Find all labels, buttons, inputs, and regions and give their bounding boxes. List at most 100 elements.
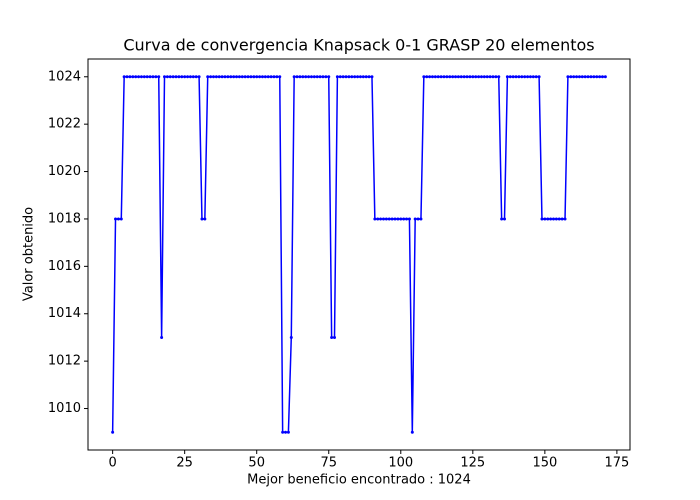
point xyxy=(586,75,590,79)
point xyxy=(442,75,446,79)
point xyxy=(142,75,146,79)
point xyxy=(246,75,250,79)
y-tick-label: 1014 xyxy=(48,306,81,321)
point xyxy=(523,75,527,79)
point xyxy=(160,335,164,339)
point xyxy=(165,75,169,79)
point xyxy=(286,430,290,434)
x-tick-label: 25 xyxy=(176,456,193,471)
point xyxy=(307,75,311,79)
point xyxy=(125,75,129,79)
chart-title: Curva de convergencia Knapsack 0-1 GRASP… xyxy=(123,36,594,55)
point xyxy=(436,75,440,79)
point xyxy=(139,75,143,79)
x-tick-label: 50 xyxy=(248,456,265,471)
point xyxy=(260,75,264,79)
y-tick-label: 1024 xyxy=(48,69,81,84)
x-tick-label: 0 xyxy=(108,456,116,471)
point xyxy=(237,75,241,79)
point xyxy=(551,217,555,221)
point xyxy=(209,75,213,79)
point xyxy=(321,75,325,79)
point xyxy=(410,430,414,434)
point xyxy=(243,75,247,79)
point xyxy=(266,75,270,79)
point xyxy=(430,75,434,79)
point xyxy=(186,75,190,79)
point xyxy=(298,75,302,79)
point xyxy=(289,335,293,339)
point xyxy=(445,75,449,79)
point xyxy=(468,75,472,79)
point xyxy=(577,75,581,79)
point xyxy=(557,217,561,221)
point xyxy=(295,75,299,79)
y-tick-label: 1018 xyxy=(48,211,81,226)
point xyxy=(252,75,256,79)
point xyxy=(511,75,515,79)
point xyxy=(583,75,587,79)
point xyxy=(356,75,360,79)
point xyxy=(505,75,509,79)
point xyxy=(177,75,181,79)
point xyxy=(223,75,227,79)
point xyxy=(183,75,187,79)
point xyxy=(540,217,544,221)
point xyxy=(462,75,466,79)
point xyxy=(494,75,498,79)
point xyxy=(235,75,239,79)
point xyxy=(258,75,262,79)
point xyxy=(191,75,195,79)
point xyxy=(122,75,126,79)
x-tick-label: 125 xyxy=(460,456,485,471)
point xyxy=(580,75,584,79)
point xyxy=(600,75,604,79)
point xyxy=(485,75,489,79)
point xyxy=(393,217,397,221)
point xyxy=(563,217,567,221)
point xyxy=(114,217,118,221)
point xyxy=(312,75,316,79)
point xyxy=(488,75,492,79)
point xyxy=(454,75,458,79)
point xyxy=(402,217,406,221)
y-tick-label: 1016 xyxy=(48,259,81,274)
point xyxy=(174,75,178,79)
point xyxy=(353,75,357,79)
point xyxy=(508,75,512,79)
point xyxy=(350,75,354,79)
point xyxy=(341,75,345,79)
x-tick-label: 75 xyxy=(320,456,337,471)
point xyxy=(459,75,463,79)
point xyxy=(526,75,530,79)
point xyxy=(425,75,429,79)
point xyxy=(497,75,501,79)
point xyxy=(364,75,368,79)
point xyxy=(370,75,374,79)
point xyxy=(384,217,388,221)
point xyxy=(145,75,149,79)
point xyxy=(318,75,322,79)
point xyxy=(128,75,132,79)
point xyxy=(358,75,362,79)
point xyxy=(528,75,532,79)
point xyxy=(188,75,192,79)
point xyxy=(284,430,288,434)
y-axis-label: Valor obtenido xyxy=(22,207,37,301)
point xyxy=(482,75,486,79)
point xyxy=(232,75,236,79)
point xyxy=(200,217,204,221)
point xyxy=(448,75,452,79)
point xyxy=(465,75,469,79)
point xyxy=(333,335,337,339)
point xyxy=(491,75,495,79)
point xyxy=(338,75,342,79)
point xyxy=(575,75,579,79)
point xyxy=(407,217,411,221)
point xyxy=(569,75,573,79)
y-tick-label: 1022 xyxy=(48,117,81,132)
point xyxy=(592,75,596,79)
point xyxy=(344,75,348,79)
point xyxy=(572,75,576,79)
